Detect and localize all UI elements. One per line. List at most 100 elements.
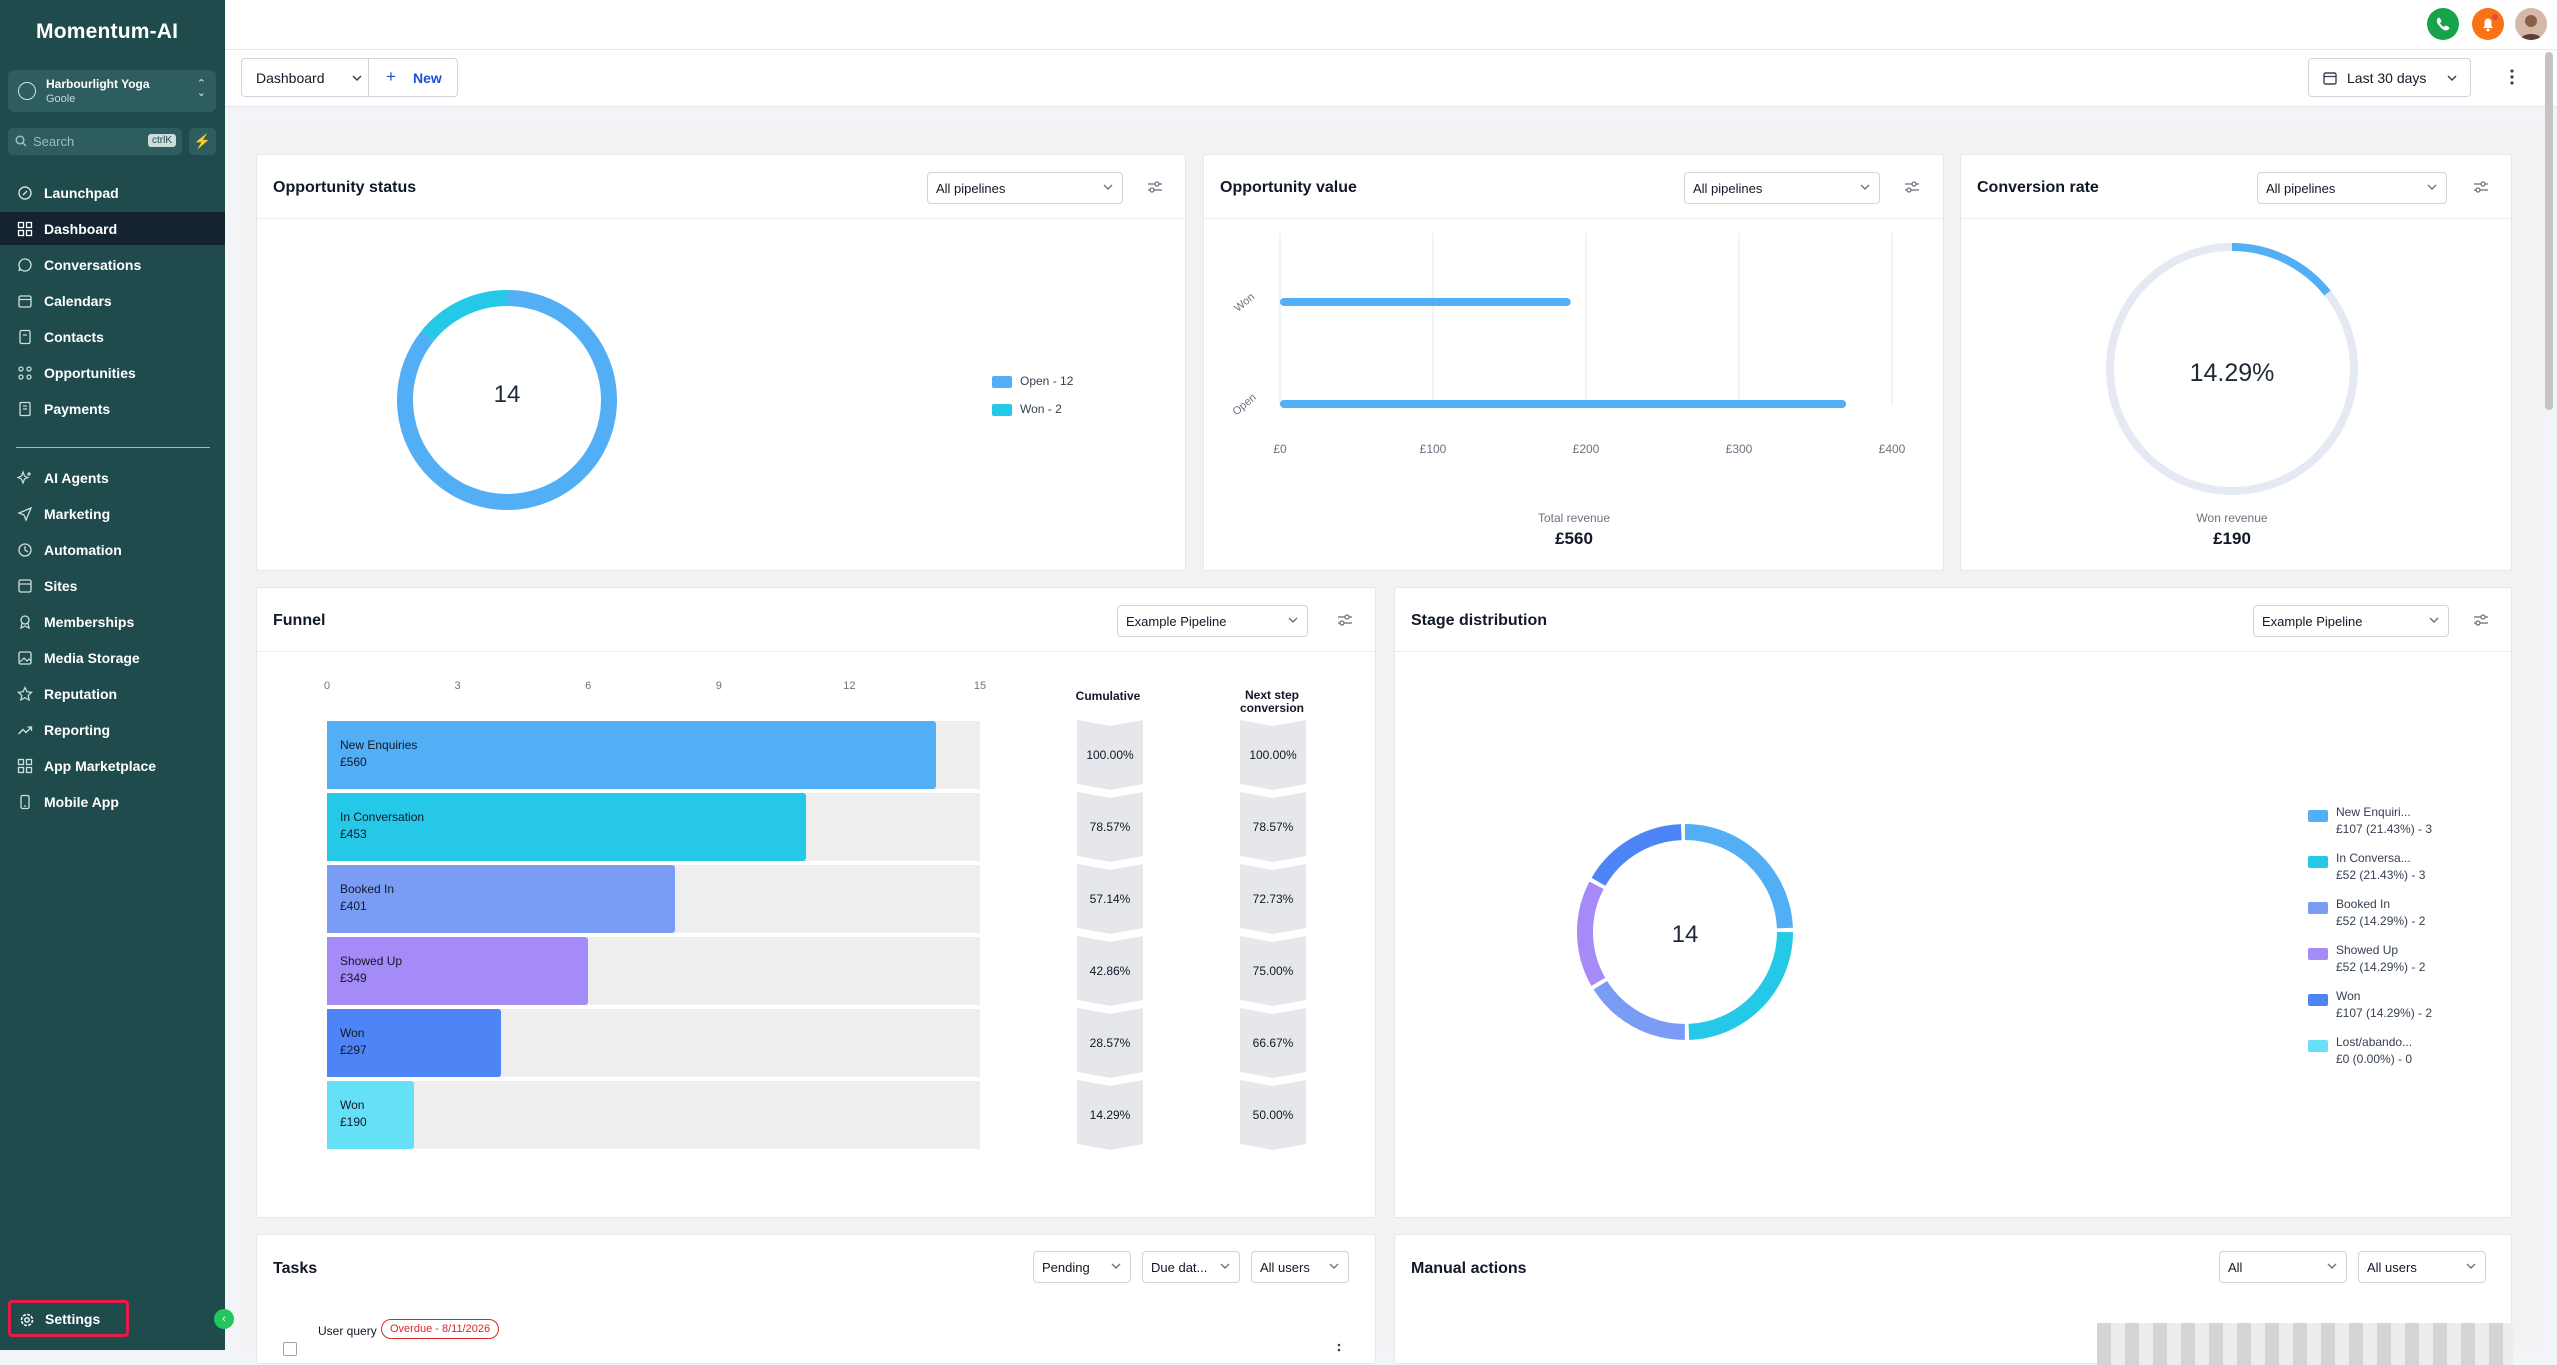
account-switcher[interactable]: Harbourlight Yoga Goole ⌃ ⌄ — [8, 70, 216, 112]
phone-icon — [20, 794, 30, 810]
funnel-stage-label: Showed Up £349 — [340, 953, 402, 987]
funnel-stage-label: In Conversation £453 — [340, 809, 424, 843]
image-icon — [18, 651, 32, 665]
legend-stage: In Conversa... — [2336, 851, 2411, 865]
funnel-stage-row[interactable]: Won £297 — [327, 1009, 980, 1077]
stage-distribution-donut — [1577, 824, 1793, 1040]
x-tick-label: £300 — [1726, 442, 1753, 456]
dropdown-value: All users — [1260, 1260, 1310, 1275]
legend-item[interactable]: Lost/abando... £0 (0.00%) - 0 — [2308, 1034, 2412, 1068]
task-due-date-filter[interactable]: Due dat... — [1142, 1251, 1240, 1283]
more-options-button[interactable] — [2506, 66, 2518, 90]
widget-title: Opportunity value — [1220, 179, 1357, 196]
sidebar-item-reputation[interactable]: Reputation — [0, 677, 225, 710]
task-status-filter[interactable]: Pending — [1033, 1251, 1131, 1283]
sidebar-item-automation[interactable]: Automation — [0, 533, 225, 566]
task-user-filter[interactable]: All users — [1251, 1251, 1349, 1283]
search-input[interactable]: Search ctrlK — [8, 128, 182, 155]
sidebar-item-mobile-app[interactable]: Mobile App — [0, 785, 225, 818]
funnel-axis-tick: 3 — [454, 680, 461, 692]
stage-value: £401 — [340, 899, 367, 913]
sidebar-item-opportunities[interactable]: Opportunities — [0, 356, 225, 389]
stage-name: In Conversation — [340, 810, 425, 824]
pipeline-filter-dropdown[interactable]: Example Pipeline — [1117, 605, 1308, 637]
filter-settings-icon[interactable] — [2473, 613, 2489, 627]
funnel-stage-row[interactable]: In Conversation £453 — [327, 793, 980, 861]
pipeline-filter-dropdown[interactable]: All pipelines — [2257, 172, 2447, 204]
sidebar-item-dashboard[interactable]: Dashboard — [0, 212, 225, 245]
donut-segment-new-enquiries[interactable] — [1577, 824, 1793, 1040]
grid-icon — [17, 221, 33, 237]
filter-settings-icon[interactable] — [1147, 180, 1163, 194]
legend-swatch — [2308, 948, 2328, 960]
legend-item-won[interactable]: Won - 2 — [992, 402, 1062, 416]
sidebar-item-contacts[interactable]: Contacts — [0, 320, 225, 353]
manual-actions-user-filter[interactable]: All users — [2358, 1251, 2486, 1283]
pipeline-filter-dropdown[interactable]: All pipelines — [1684, 172, 1880, 204]
funnel-stage-row[interactable]: Won £190 — [327, 1081, 980, 1149]
sidebar-item-memberships[interactable]: Memberships — [0, 605, 225, 638]
legend-value: £0 (0.00%) - 0 — [2336, 1052, 2413, 1066]
total-revenue-value: £560 — [1555, 529, 1593, 548]
legend-value: £52 (14.29%) - 2 — [2336, 914, 2426, 928]
sidebar-collapse-button[interactable]: ‹ — [214, 1309, 234, 1329]
chevron-down-icon — [2327, 1263, 2337, 1269]
legend-item-open[interactable]: Open - 12 — [992, 374, 1073, 388]
avatar[interactable] — [2515, 8, 2547, 40]
task-checkbox[interactable] — [283, 1342, 297, 1356]
quick-action-bolt-icon[interactable]: ⚡ — [189, 128, 216, 155]
legend-item[interactable]: Won £107 (14.29%) - 2 — [2308, 988, 2432, 1022]
sidebar: Momentum-AI Harbourlight Yoga Goole ⌃ ⌄ S… — [0, 0, 234, 1350]
legend-item[interactable]: Showed Up £52 (14.29%) - 2 — [2308, 942, 2425, 976]
donut-segment-won[interactable] — [397, 290, 617, 510]
loading-placeholder — [2097, 1323, 2513, 1365]
chevron-shape — [1240, 1080, 1306, 1150]
phone-call-button[interactable] — [2427, 8, 2459, 40]
filter-settings-icon[interactable] — [1904, 180, 1920, 194]
chevron-shape — [1077, 720, 1143, 790]
legend-item[interactable]: Booked In £52 (14.29%) - 2 — [2308, 896, 2425, 930]
legend-item[interactable]: New Enquiri... £107 (21.43%) - 3 — [2308, 804, 2432, 838]
new-button[interactable]: + New — [368, 58, 458, 97]
chevron-down-icon — [1111, 1263, 1121, 1269]
funnel-stage-row[interactable]: Showed Up £349 — [327, 937, 980, 1005]
task-kebab-icon[interactable] — [1337, 1343, 1341, 1353]
sidebar-item-ai-agents[interactable]: AI Agents — [0, 461, 225, 494]
stage-value: £190 — [340, 1115, 367, 1129]
sidebar-item-app-marketplace[interactable]: App Marketplace — [0, 749, 225, 782]
sidebar-item-label: Calendars — [44, 293, 112, 309]
stage-name: Won — [340, 1026, 365, 1040]
page-scrollbar[interactable] — [2545, 52, 2553, 410]
pipeline-filter-dropdown[interactable]: Example Pipeline — [2253, 605, 2449, 637]
sidebar-item-payments[interactable]: Payments — [0, 392, 225, 425]
sidebar-item-marketing[interactable]: Marketing — [0, 497, 225, 530]
funnel-stage-row[interactable]: New Enquiries £560 — [327, 721, 980, 789]
donut-segment-showed-up[interactable] — [1577, 824, 1793, 1040]
chevron-down-icon — [352, 75, 362, 82]
sidebar-item-reporting[interactable]: Reporting — [0, 713, 225, 746]
sidebar-item-sites[interactable]: Sites — [0, 569, 225, 602]
sidebar-item-calendars[interactable]: Calendars — [0, 284, 225, 317]
filter-settings-icon[interactable] — [1337, 613, 1353, 627]
gauge-fill[interactable] — [2106, 243, 2358, 495]
percentage-text: 75.00% — [1252, 964, 1294, 978]
legend-item[interactable]: In Conversa... £52 (21.43%) - 3 — [2308, 850, 2425, 884]
funnel-stage-row[interactable]: Booked In £401 — [327, 865, 980, 933]
pipeline-filter-dropdown[interactable]: All pipelines — [927, 172, 1123, 204]
sidebar-item-label: Conversations — [44, 257, 142, 273]
calendar-icon — [2323, 72, 2337, 85]
date-range-picker[interactable]: Last 30 days — [2308, 58, 2471, 97]
launchpad-icon — [18, 186, 32, 200]
bar-won[interactable] — [1280, 298, 1571, 306]
filter-settings-icon[interactable] — [2473, 180, 2489, 194]
bell-icon — [2483, 14, 2498, 32]
chevron-down-icon — [2466, 1263, 2476, 1269]
sidebar-item-media-storage[interactable]: Media Storage — [0, 641, 225, 674]
sidebar-item-launchpad[interactable]: Launchpad — [0, 176, 225, 209]
sidebar-item-settings[interactable]: Settings — [8, 1300, 129, 1337]
notifications-button[interactable] — [2472, 8, 2504, 40]
sidebar-item-conversations[interactable]: Conversations — [0, 248, 225, 281]
manual-actions-type-filter[interactable]: All — [2219, 1251, 2347, 1283]
bar-open[interactable] — [1280, 400, 1847, 408]
dashboard-selector[interactable]: Dashboard — [241, 58, 369, 97]
